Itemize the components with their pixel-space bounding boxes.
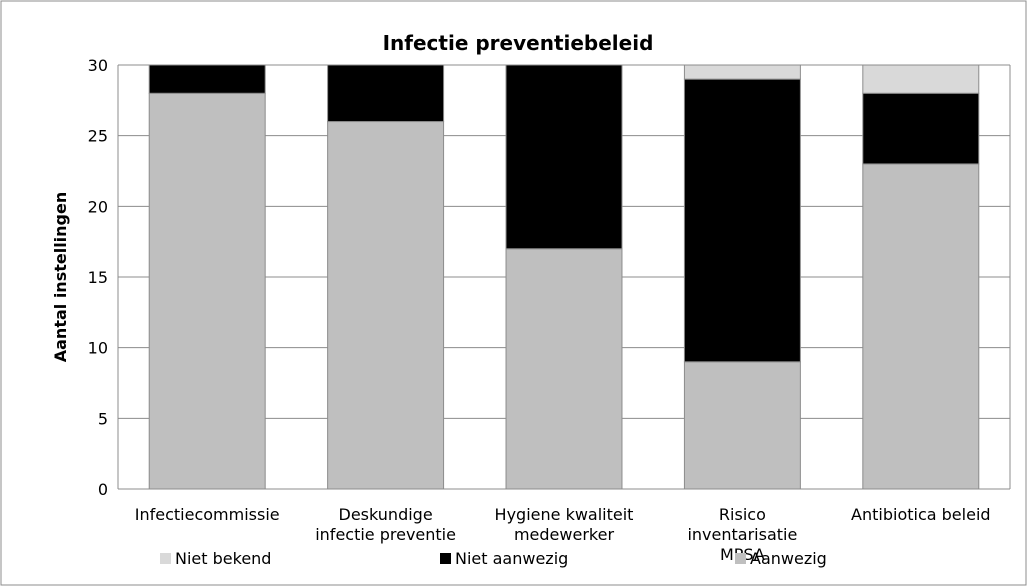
- x-tick-label: RisicoinventarisatieMPSA: [687, 505, 797, 564]
- x-tick-label: Deskundige infectie preventie: [315, 505, 456, 544]
- y-axis-label: Aantal instellingen: [51, 192, 70, 363]
- legend-swatch: [440, 553, 451, 564]
- x-tick-label-line: infectie preventie: [315, 525, 456, 544]
- y-tick-label: 15: [88, 268, 108, 287]
- y-tick-label: 0: [98, 480, 108, 499]
- bar-aanwezig: [683, 361, 801, 490]
- legend-swatch: [735, 553, 746, 564]
- bar-niet-aanwezig: [505, 64, 623, 250]
- y-tick-label: 5: [98, 409, 108, 428]
- x-tick-label: Hygiene kwaliteit medewerker: [495, 505, 634, 544]
- bar-aanwezig: [505, 248, 623, 490]
- legend: Niet bekend Niet aanwezig Aanwezig: [160, 549, 827, 568]
- bar-aanwezig: [148, 92, 266, 490]
- x-tick-label-line: Infectiecommissie: [135, 505, 280, 524]
- legend-label: Niet bekend: [175, 549, 271, 568]
- y-tick-label: 30: [88, 56, 108, 75]
- x-tick-label: Antibiotica beleid: [851, 505, 991, 524]
- legend-label: Niet aanwezig: [455, 549, 568, 568]
- bar-niet-bekend: [862, 64, 980, 94]
- x-tick-label-line: inventarisatie: [687, 525, 797, 544]
- category-labels: Infectiecommissie Deskundige infectie prev…: [135, 505, 991, 564]
- chart-title: Infectie preventiebeleid: [383, 31, 654, 55]
- bar-aanwezig: [862, 163, 980, 490]
- x-tick-label-line: Hygiene kwaliteit: [495, 505, 634, 524]
- bar-niet-aanwezig: [148, 64, 266, 94]
- bar-niet-bekend: [683, 64, 801, 80]
- bars: [148, 64, 980, 490]
- x-tick-label: Infectiecommissie: [135, 505, 280, 524]
- legend-label: Aanwezig: [750, 549, 827, 568]
- x-tick-label-line: medewerker: [514, 525, 614, 544]
- bar-niet-aanwezig: [327, 64, 445, 123]
- bar-niet-aanwezig: [683, 78, 801, 363]
- x-tick-label-line: Risico: [719, 505, 766, 524]
- legend-swatch: [160, 553, 171, 564]
- bar-aanwezig: [327, 121, 445, 490]
- y-tick-labels: 0 5 10 15 20 25 30: [88, 56, 108, 499]
- x-tick-label-line: Antibiotica beleid: [851, 505, 991, 524]
- bar-niet-aanwezig: [862, 92, 980, 165]
- y-tick-label: 10: [88, 339, 108, 358]
- y-tick-label: 25: [88, 127, 108, 146]
- x-tick-label-line: Deskundige: [339, 505, 433, 524]
- y-tick-label: 20: [88, 197, 108, 216]
- axes: [117, 65, 1011, 490]
